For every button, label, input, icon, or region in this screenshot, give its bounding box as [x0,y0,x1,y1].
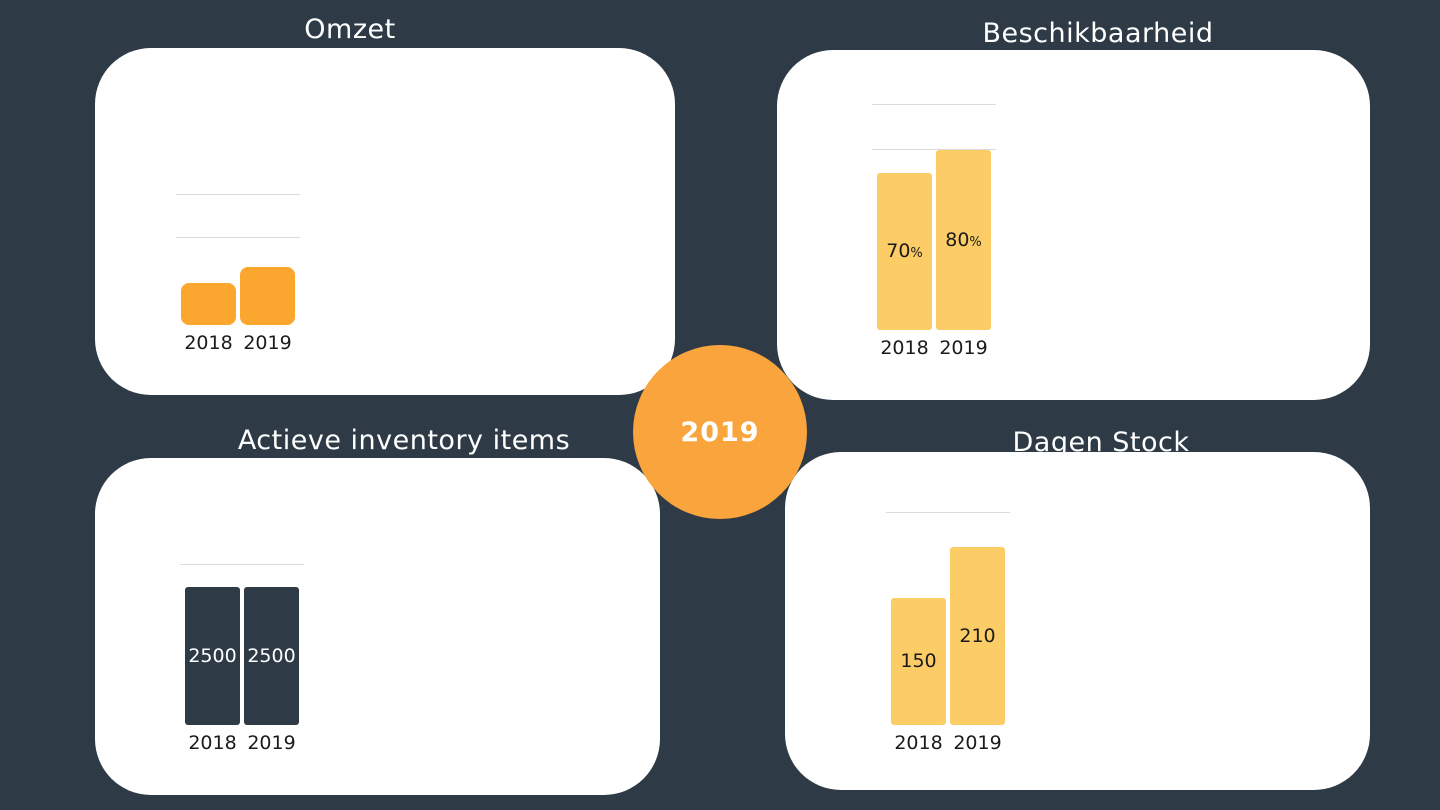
plot-area: 2500 2500 [180,564,304,725]
category-label: 2019 [247,732,296,754]
category-label: 2018 [880,337,929,359]
year-filter-label: 2019 [680,416,760,448]
category-label: 2019 [243,332,292,354]
bar-value-label: 210 [959,624,996,647]
gridline [872,104,996,105]
category-axis: 2018 2019 [181,332,295,354]
plot-area: 150 210 [886,512,1010,725]
bar-chart-beschikbaarheid: 70% 80% 2018 2019 [872,104,996,359]
chart-title-beschikbaarheid: Beschikbaarheid [982,18,1214,49]
bar-value-label: 70% [886,240,923,263]
bar-value-label: 2500 [188,645,237,668]
category-label: 2019 [953,732,1002,754]
bar-chart-actieve-inventory-items: 2500 2500 2018 2019 [180,564,304,754]
plot-area [176,194,300,325]
gridline [180,564,304,565]
gridline [176,194,300,195]
bar-2019: 2500 [244,587,299,725]
category-axis: 2018 2019 [185,732,299,754]
chart-title-omzet: Omzet [304,14,396,45]
bar-chart-omzet: 2018 2019 [176,194,300,354]
year-filter-badge[interactable]: 2019 [633,345,807,519]
bar-2018: 2500 [185,587,240,725]
bar-2019 [240,267,295,325]
card-actieve-inventory-items: 2500 2500 2018 2019 [95,458,660,795]
category-label: 2019 [939,337,988,359]
bar-value-label: 150 [900,650,937,673]
bar-value-label: 2500 [247,645,296,668]
bar-chart-dagen-stock: 150 210 2018 2019 [886,512,1010,754]
gridline [872,149,996,150]
bar-2018: 70% [877,172,932,330]
gridline [886,512,1010,513]
bar-value-label: 80% [945,229,982,251]
plot-area: 70% 80% [872,104,996,330]
bar-2018: 150 [891,597,946,725]
unit-suffix: % [969,235,982,250]
card-beschikbaarheid: 70% 80% 2018 2019 [777,50,1370,400]
bar-2018 [181,283,236,325]
gridline [176,237,300,238]
category-label: 2018 [894,732,943,754]
bar-2019: 210 [950,546,1005,725]
category-axis: 2018 2019 [891,732,1005,754]
category-label: 2018 [184,332,233,354]
card-omzet: 2018 2019 [95,48,675,395]
unit-suffix: % [910,246,923,262]
chart-title-actieve-inventory-items: Actieve inventory items [237,425,571,456]
card-dagen-stock: 150 210 2018 2019 [785,452,1370,790]
category-label: 2018 [188,732,237,754]
category-axis: 2018 2019 [877,337,991,359]
bar-2019: 80% [936,150,991,330]
